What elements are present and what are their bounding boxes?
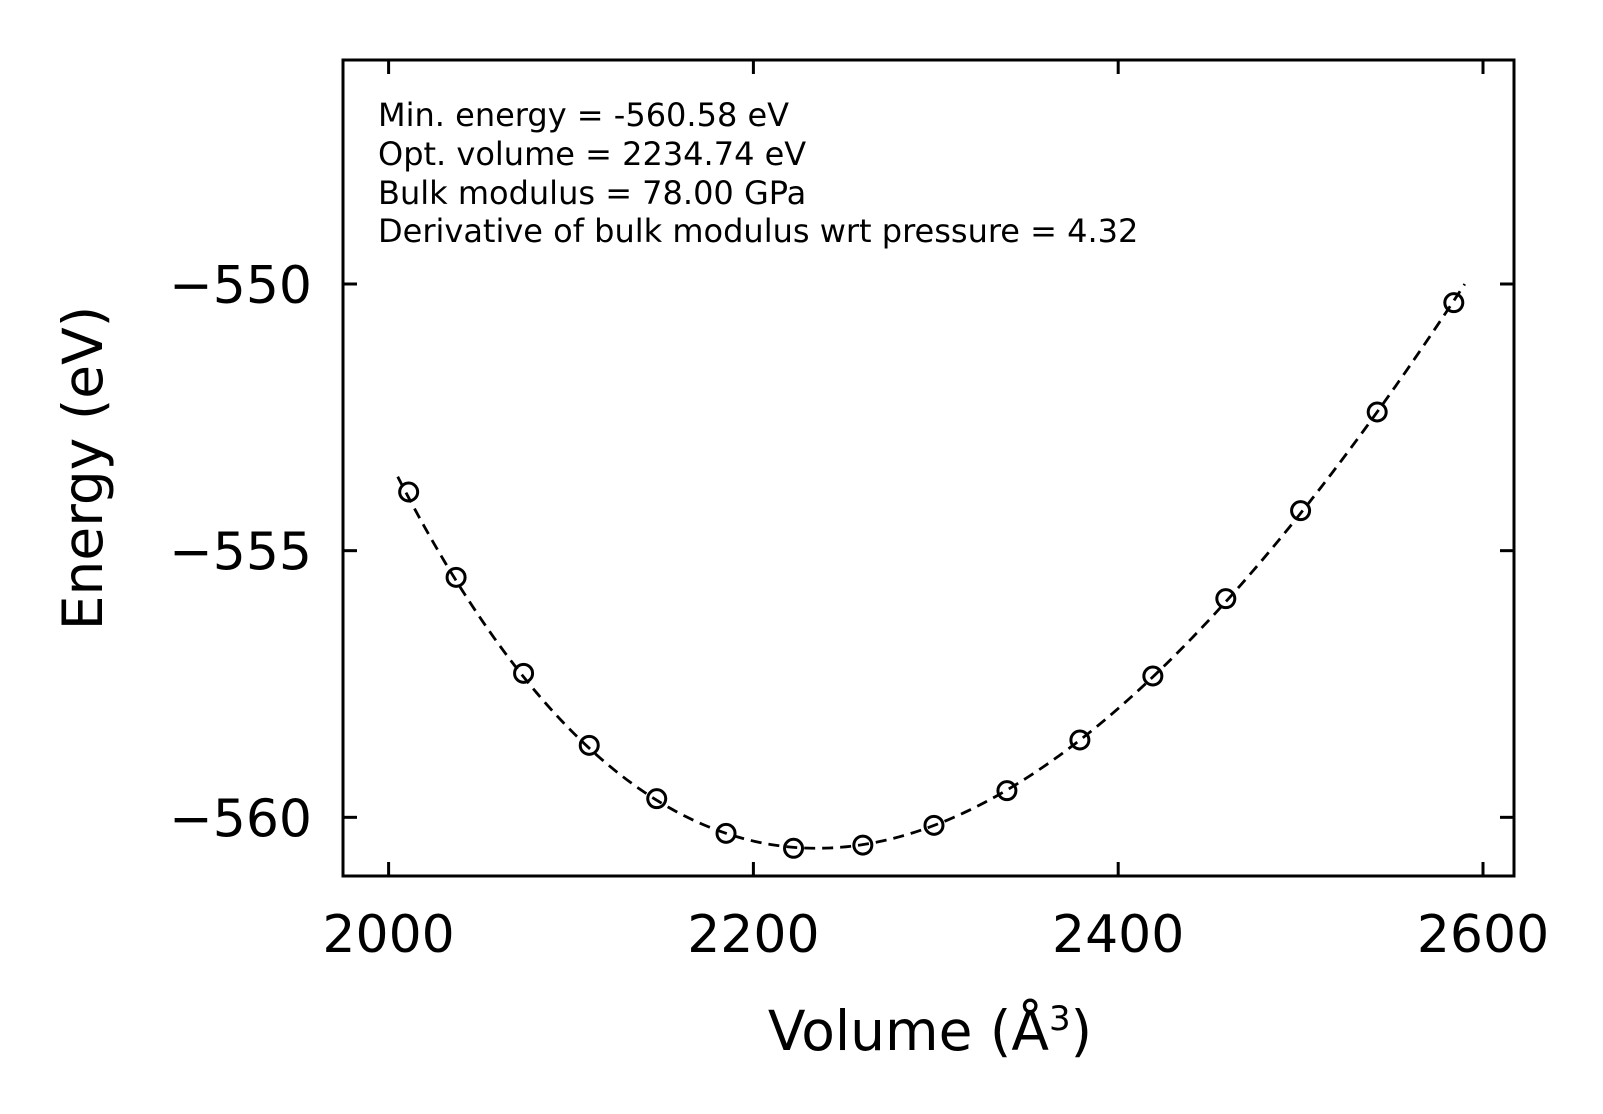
axis-tick-labels: 2000 2200 2400 2600 −550 −555 −560	[169, 256, 1549, 965]
x-axis-label-close: )	[1071, 999, 1092, 1063]
annotation-opt-volume: Opt. volume = 2234.74 eV	[378, 135, 806, 173]
axis-ticks	[343, 60, 1514, 876]
plot-frame	[341, 58, 1516, 878]
x-tick-label: 2000	[322, 905, 454, 965]
x-axis-label-main: Volume (Å	[768, 998, 1049, 1063]
data-points	[398, 292, 1465, 859]
data-point	[923, 814, 945, 836]
x-axis-label: Volume (Å3)	[768, 998, 1092, 1063]
y-axis-label: Energy (eV)	[51, 306, 115, 630]
x-tick-label: 2200	[687, 905, 819, 965]
data-point	[445, 566, 467, 588]
data-point	[783, 837, 805, 859]
data-point	[578, 734, 600, 756]
fit-results-annotation: Min. energy = -560.58 eV Opt. volume = 2…	[378, 96, 1138, 250]
data-point	[513, 662, 535, 684]
data-point	[398, 481, 420, 503]
y-tick-label: −550	[169, 256, 312, 316]
annotation-bulk-modulus-derivative: Derivative of bulk modulus wrt pressure …	[378, 212, 1138, 250]
data-point	[715, 822, 737, 844]
data-point	[1290, 500, 1312, 522]
data-point	[996, 780, 1018, 802]
data-point	[1215, 588, 1237, 610]
annotation-bulk-modulus: Bulk modulus = 78.00 GPa	[378, 174, 806, 212]
x-tick-label: 2400	[1052, 905, 1184, 965]
x-axis-label-superscript: 3	[1049, 999, 1071, 1039]
annotation-min-energy: Min. energy = -560.58 eV	[378, 96, 789, 134]
data-point	[1069, 729, 1091, 751]
data-point	[1366, 401, 1388, 423]
y-tick-label: −560	[169, 789, 312, 849]
x-tick-label: 2600	[1417, 905, 1549, 965]
fit-curve-line	[396, 283, 1466, 850]
y-tick-label: −555	[169, 523, 312, 583]
data-point	[1142, 665, 1164, 687]
data-point	[1443, 292, 1465, 314]
data-point	[646, 788, 668, 810]
data-point	[852, 834, 874, 856]
